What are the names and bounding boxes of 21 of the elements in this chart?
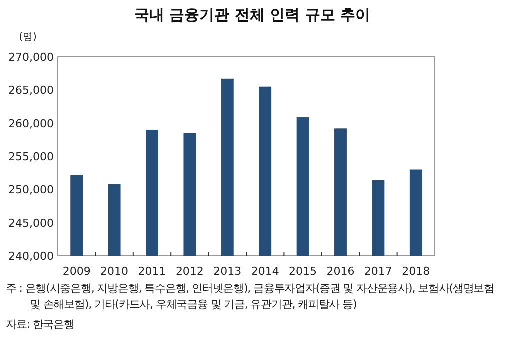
y-tick-label: 245,000 xyxy=(8,216,54,230)
x-tick-label: 2009 xyxy=(62,265,91,278)
x-tick-label: 2014 xyxy=(251,265,280,278)
text: 자료: 한국은행 xyxy=(6,317,76,333)
y-tick-label: 255,000 xyxy=(8,150,54,164)
y-tick-label: 250,000 xyxy=(8,184,54,197)
x-tick-label: 2016 xyxy=(326,265,355,278)
x-tick-label: 2017 xyxy=(364,265,392,278)
x-tick-label: 2015 xyxy=(289,265,318,278)
y-axis-title: (명) xyxy=(19,32,37,43)
x-tick-label: 2013 xyxy=(214,265,242,278)
y-tick-label: 240,000 xyxy=(8,250,54,263)
x-tick-label: 2010 xyxy=(100,265,129,278)
x-tick-label: 2012 xyxy=(176,265,204,278)
chart-title: 국내 금융기관 전체 인력 규모 추이 xyxy=(134,6,371,24)
x-tick-label: 2011 xyxy=(138,265,166,278)
text: 주 : 은행(시중은행, 지방은행, 특수은행, 인터넷은행), 금융투자업자(증권 및 자산운용사), 보험사(생명보험 및 손해보험), 기타(카드사, 우체국금융 및 기금, 유관기관, 캐피탈사 등) xyxy=(6,281,496,313)
x-tick-label: 2018 xyxy=(402,265,430,278)
y-tick-label: 270,000 xyxy=(8,51,54,64)
y-tick-label: 260,000 xyxy=(8,117,54,130)
y-tick-label: 265,000 xyxy=(8,84,54,98)
